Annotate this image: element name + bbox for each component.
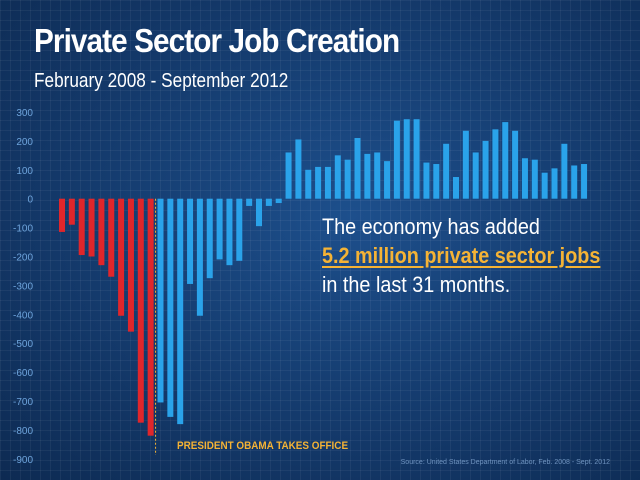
gain-bar [157,198,164,403]
gain-bar [265,198,272,206]
loss-bar [108,198,115,277]
gain-bar [433,164,440,199]
gain-bar [482,140,489,199]
callout-line-3: in the last 31 months. [322,272,511,297]
gain-bar [512,130,519,199]
gain-bar [472,152,479,199]
loss-bar [98,198,105,266]
gain-bar [256,198,262,227]
gain-bar [196,198,203,316]
gain-bar [177,198,184,425]
gain-bar [236,198,243,261]
y-tick-label: 100 [16,166,33,177]
gain-bar [354,138,361,199]
loss-bar [137,198,144,423]
gain-bar [364,153,371,199]
callout-highlight: 5.2 million private sector jobs [322,243,601,268]
y-tick-label: 200 [16,137,33,148]
callout-text: The economy has added 5.2 million privat… [322,212,600,299]
loss-bar [118,198,125,316]
gain-bar [581,164,588,199]
y-tick-label: -300 [13,281,33,292]
gain-bar [413,119,420,199]
gain-bar [275,198,282,204]
gain-bar [561,143,568,199]
gain-bar [187,198,194,284]
gain-bar [167,198,174,417]
loss-bar [68,198,75,225]
gain-bar [384,161,391,199]
gain-bar [502,122,509,199]
gain-bar [324,166,331,199]
loss-bar [59,198,65,232]
y-tick-label: -400 [13,310,33,321]
gain-bar [393,120,400,199]
gain-bar [226,198,233,266]
y-tick-label: -200 [13,253,33,264]
y-tick-label: -700 [13,397,33,408]
y-tick-label: -900 [13,455,33,466]
gain-bar [462,130,469,199]
gain-bar [403,119,410,199]
gain-bar [246,198,253,206]
gain-bar [521,158,528,199]
y-tick-label: -500 [13,339,33,350]
gain-bar [453,177,459,199]
gain-bar [374,152,381,199]
gain-bar [315,166,322,199]
gain-bar [551,168,558,199]
gain-bar [285,152,292,199]
gain-bar [443,143,450,199]
gain-bar [216,198,223,260]
obama-takes-office-label: PRESIDENT OBAMA TAKES OFFICE [177,440,349,452]
gain-bar [344,159,351,199]
y-axis: 300 200 100 0 -100 -200 -300 -400 -500 -600 -700 -8… [13,108,33,466]
gain-bar [531,159,538,199]
loss-bar [147,198,154,436]
y-tick-label: 0 [27,195,33,206]
y-tick-label: 300 [16,108,33,119]
gain-bar [541,172,548,199]
gain-bar [334,155,341,199]
source-note: Source: United States Department of Labo… [400,459,610,466]
gain-bar [423,162,430,199]
gain-bar [295,139,302,199]
loss-bar [78,198,85,256]
y-tick-label: -800 [13,426,33,437]
y-tick-label: -100 [13,224,33,235]
gain-bar [206,198,213,279]
gain-bar [571,165,578,199]
gain-bar [492,129,499,199]
loss-bar [127,198,134,332]
bar-series [59,119,588,436]
chart-subtitle: February 2008 - September 2012 [34,70,289,92]
callout-line-1: The economy has added [322,214,540,239]
chart-title: Private Sector Job Creation [34,22,400,59]
gain-bar [305,169,312,199]
y-tick-label: -600 [13,368,33,379]
loss-bar [88,198,95,257]
